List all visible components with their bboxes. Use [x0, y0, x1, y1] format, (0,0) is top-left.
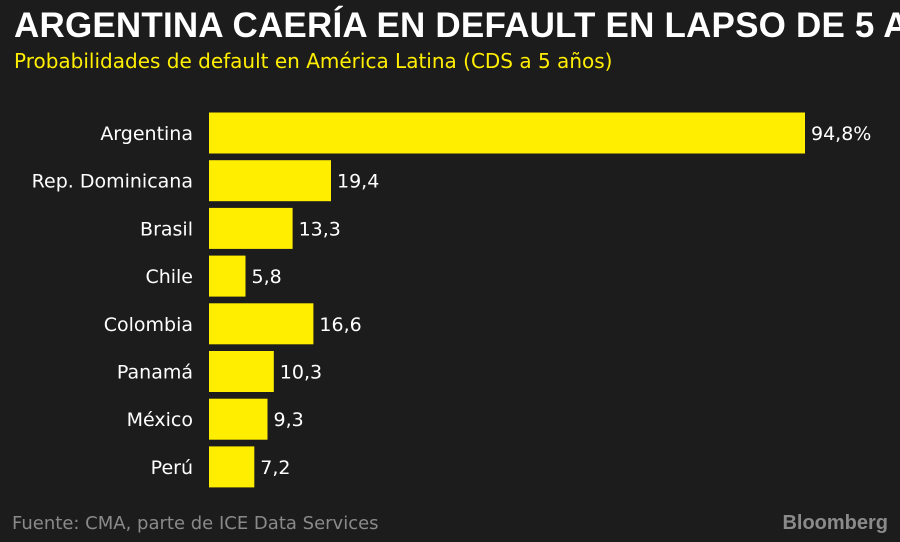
source-note: Fuente: CMA, parte de ICE Data Services — [12, 513, 379, 534]
value-label: 16,6 — [319, 314, 361, 336]
bar-1 — [209, 160, 331, 202]
bar-3 — [209, 255, 246, 297]
value-label: 10,3 — [280, 362, 322, 384]
value-label: 13,3 — [299, 218, 341, 240]
bar-5 — [209, 351, 274, 392]
chart-title: ARGENTINA CAERÍA EN DEFAULT EN LAPSO DE … — [14, 6, 900, 45]
value-label: 94,8% — [811, 123, 871, 145]
value-label: 19,4 — [337, 171, 379, 193]
category-label: Colombia — [104, 314, 193, 336]
category-label: Chile — [145, 266, 193, 288]
bar-7 — [209, 446, 255, 488]
category-label: Panamá — [117, 362, 193, 384]
category-label: Argentina — [100, 123, 193, 145]
bar-2 — [209, 207, 293, 249]
bar-0 — [209, 112, 805, 154]
category-label: México — [127, 409, 193, 431]
bar-4 — [209, 303, 314, 345]
value-label: 9,3 — [274, 409, 304, 431]
bar-6 — [209, 398, 268, 440]
category-label: Perú — [151, 457, 193, 479]
bloomberg-logo: Bloomberg — [782, 512, 888, 534]
value-label: 5,8 — [252, 266, 282, 288]
category-label: Brasil — [140, 218, 193, 240]
category-label: Rep. Dominicana — [32, 171, 193, 193]
chart-subtitle: Probabilidades de default en América Lat… — [14, 49, 613, 73]
value-label: 7,2 — [260, 457, 290, 479]
